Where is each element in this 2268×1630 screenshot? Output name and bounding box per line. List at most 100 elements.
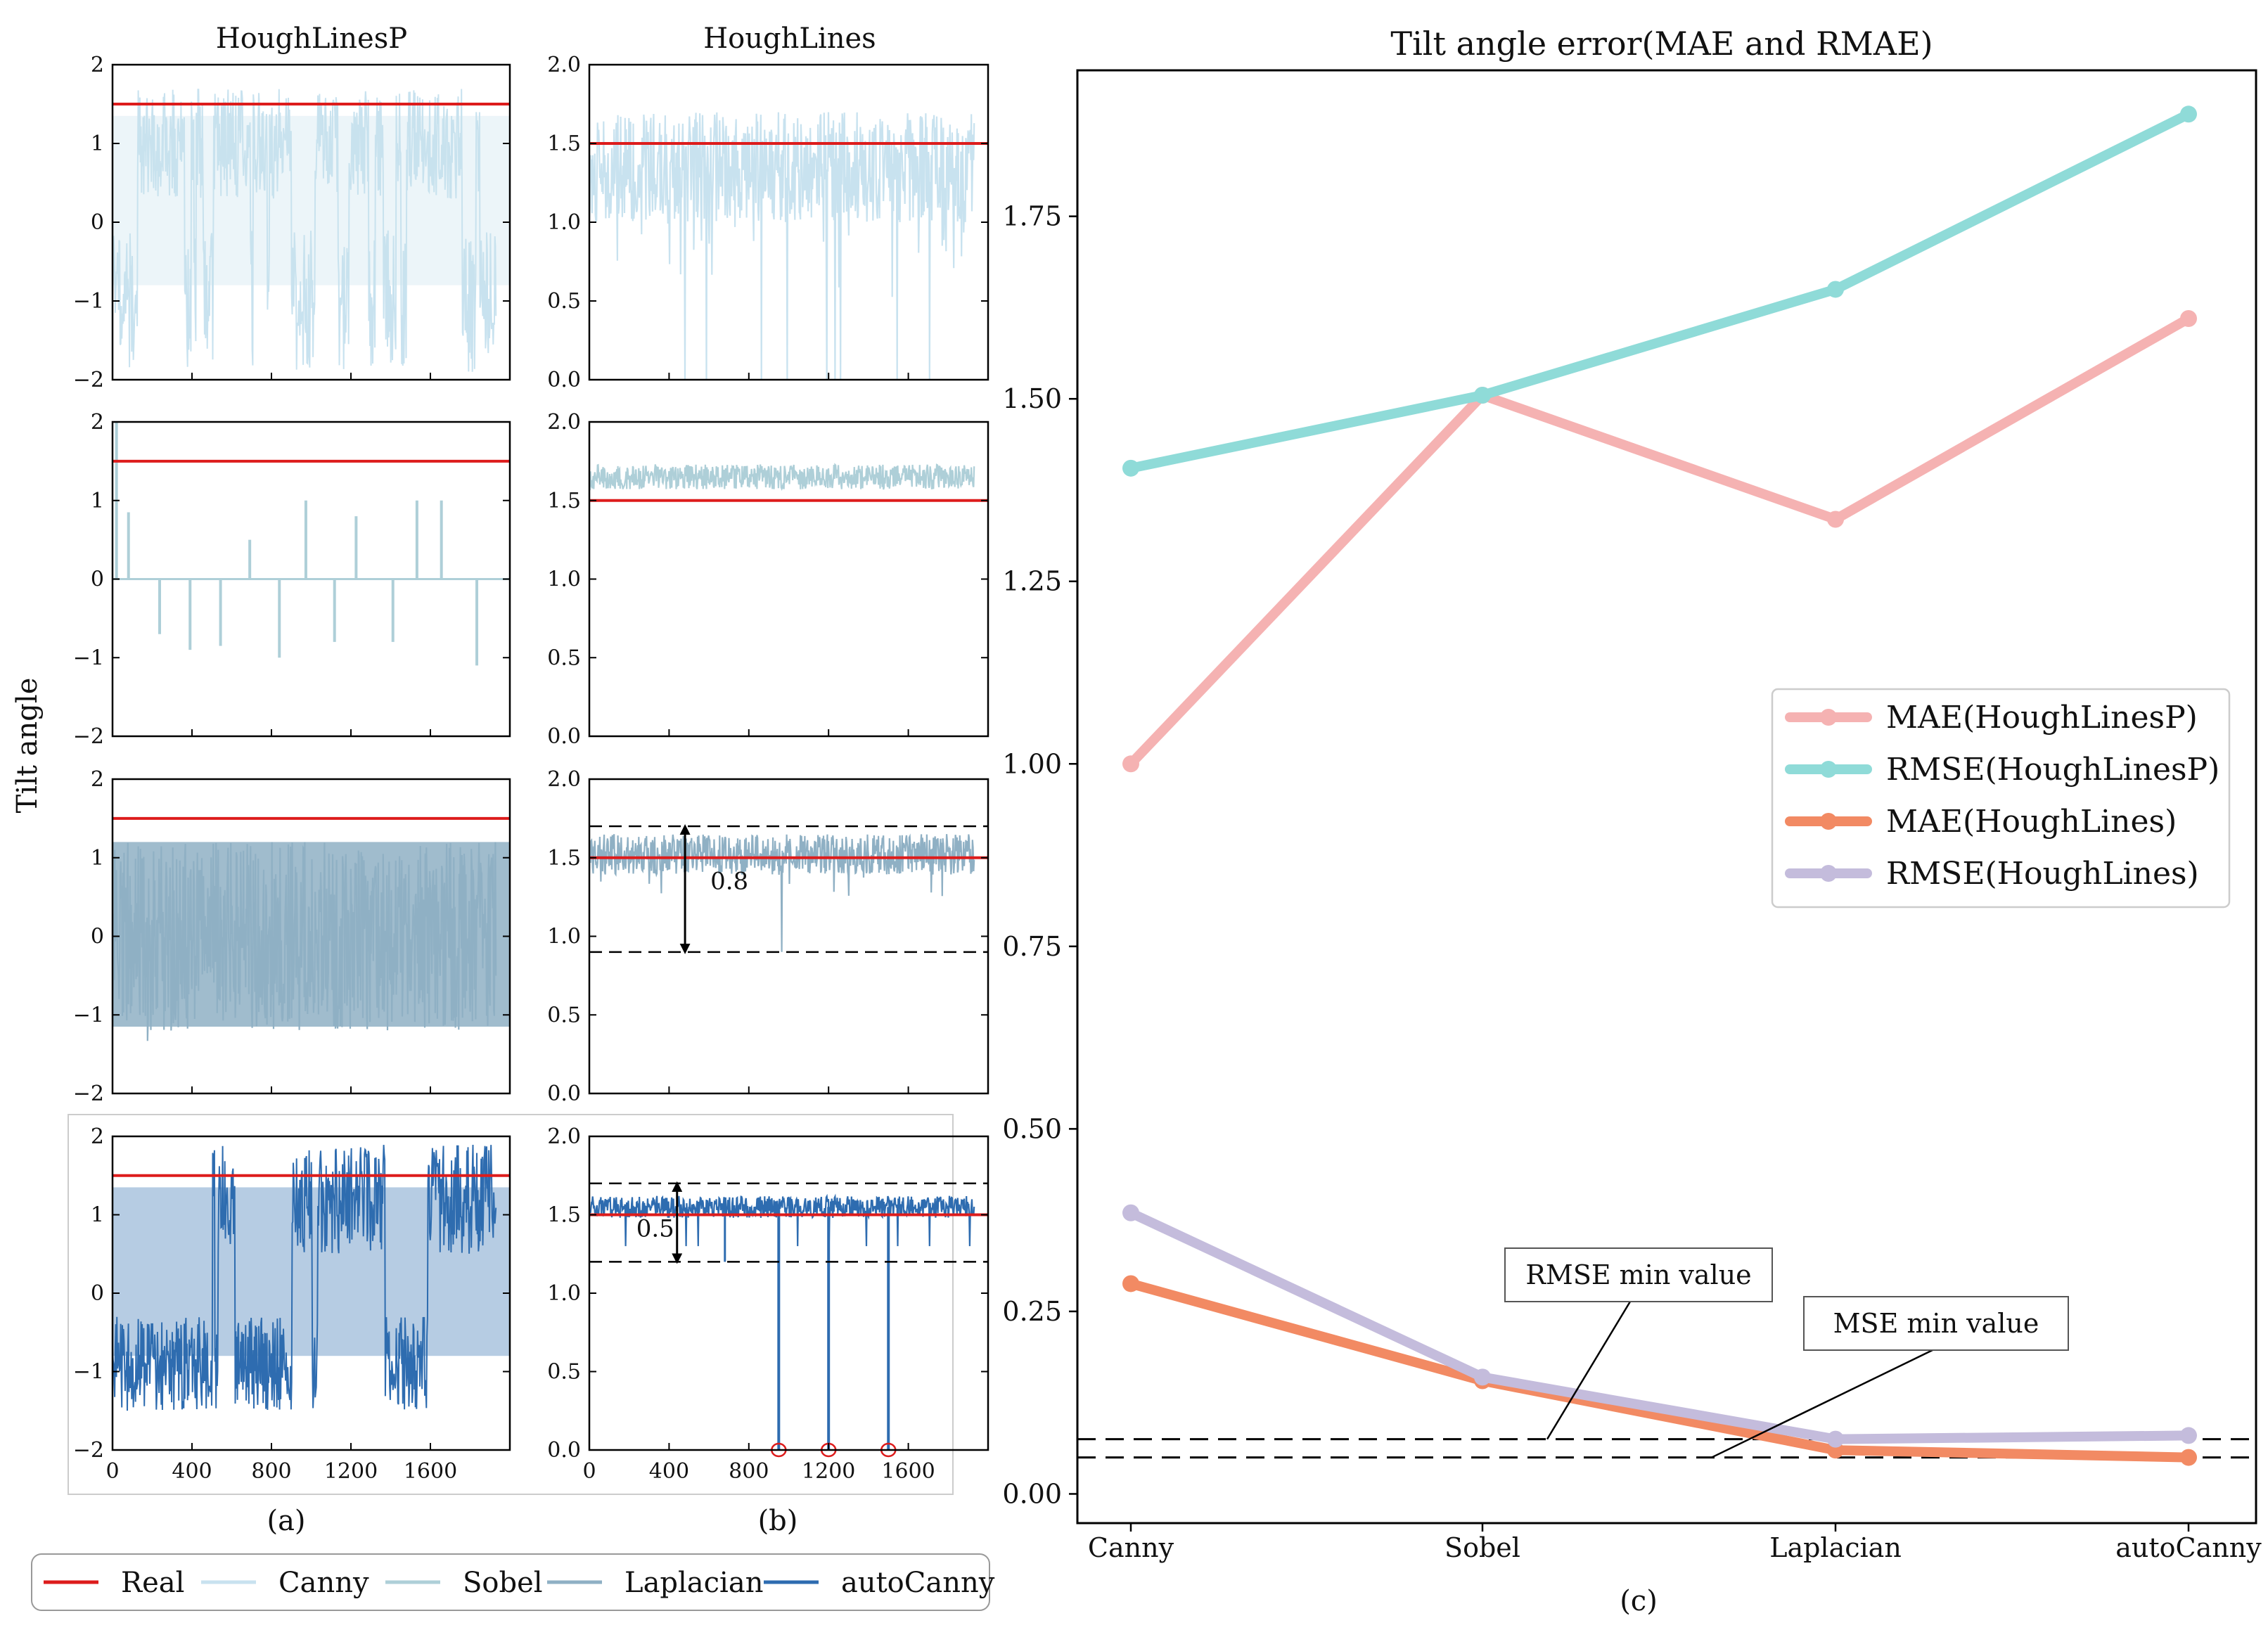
series-point bbox=[1122, 459, 1139, 477]
legend-marker bbox=[1820, 813, 1837, 830]
y-tick-label: 1 bbox=[91, 846, 104, 871]
x-tick-label: 800 bbox=[251, 1459, 291, 1484]
y-tick-label: 1.00 bbox=[1002, 748, 1062, 779]
legend-item-series-2: MAE(HoughLines) bbox=[1785, 804, 2177, 840]
legend-label: autoCanny bbox=[841, 1567, 995, 1599]
y-tick-label: −2 bbox=[73, 368, 104, 392]
panel-b-row-2: 2.0 1.5 1.0 0.5 0.0 bbox=[547, 410, 989, 749]
annotation-box bbox=[1803, 1296, 2069, 1351]
series-point bbox=[1474, 1368, 1491, 1386]
x-tick-label: 1200 bbox=[802, 1459, 855, 1484]
y-tick-label: 1 bbox=[91, 1203, 104, 1228]
y-tick-label: 1.25 bbox=[1002, 566, 1062, 597]
annotation-box bbox=[1504, 1247, 1773, 1302]
y-tick-label: −2 bbox=[73, 724, 104, 749]
y-tick-label: 0.0 bbox=[547, 1438, 581, 1463]
panel-frame bbox=[588, 63, 989, 381]
panel-b-row-4: 0.5 2.0 1.5 1.0 0.5 0.00 400 800 1200 1600 bbox=[547, 1124, 989, 1484]
series-point bbox=[1827, 281, 1844, 298]
legend-label: Sobel bbox=[463, 1567, 543, 1599]
series-point bbox=[1827, 1430, 1844, 1448]
y-tick-label: 0 bbox=[91, 210, 104, 235]
autocanny-density-band bbox=[113, 1187, 510, 1356]
laplacian-density-band bbox=[113, 842, 510, 1027]
series-point bbox=[1827, 511, 1844, 528]
y-tick-label: 0.5 bbox=[547, 1003, 581, 1027]
y-tick-label: 1.50 bbox=[1002, 383, 1062, 414]
y-tick-label: 1 bbox=[91, 131, 104, 156]
y-tick-label: 2.0 bbox=[547, 53, 581, 77]
series-point bbox=[2180, 1449, 2197, 1466]
panel-c: Tilt angle error(MAE and RMAE) 0.00 0.25 0… bbox=[1002, 25, 2262, 1617]
panel-b-row-3: 0.8 2.0 1.5 1.0 0.5 0.0 bbox=[547, 767, 989, 1106]
y-tick-label: 0.00 bbox=[1002, 1478, 1062, 1509]
legend-item-canny: Canny bbox=[201, 1567, 369, 1599]
y-tick-label: −2 bbox=[73, 1438, 104, 1463]
x-tick-label: Canny bbox=[1088, 1532, 1174, 1563]
y-tick-label: 2.0 bbox=[547, 1124, 581, 1149]
legend-label: RMSE(HoughLinesP) bbox=[1886, 752, 2219, 788]
panel-a-row-4: 210−1−20 400 800 1200 1600 bbox=[73, 1124, 511, 1484]
x-tick-label: 0 bbox=[582, 1459, 596, 1484]
annotation-mse-min: MSE min value bbox=[1711, 1296, 2069, 1458]
y-tick-label: 1.5 bbox=[547, 131, 581, 156]
caption-b: (b) bbox=[758, 1505, 798, 1537]
series-line-2 bbox=[1126, 1278, 2193, 1463]
x-tick-label: 1600 bbox=[404, 1459, 457, 1484]
legend-item-sobel: Sobel bbox=[385, 1567, 543, 1599]
series-point bbox=[2180, 105, 2197, 123]
y-tick-label: −1 bbox=[73, 646, 104, 670]
panel-a-row-3: 2 1 0 −1 −2 bbox=[73, 767, 511, 1106]
x-tick-label: 400 bbox=[172, 1459, 212, 1484]
y-tick-label: 0.5 bbox=[547, 646, 581, 670]
laplacian-series-line bbox=[589, 833, 975, 952]
y-tick-label: 1.0 bbox=[547, 210, 581, 235]
series-point bbox=[2180, 309, 2197, 327]
caption-a: (a) bbox=[267, 1505, 305, 1537]
panel-c-frame bbox=[1076, 69, 2257, 1525]
panel-a-row-1: 2 1 0 −1 −2 bbox=[73, 53, 511, 392]
x-tick-label: 1600 bbox=[881, 1459, 935, 1484]
y-tick-label: 0.25 bbox=[1002, 1296, 1062, 1327]
y-tick-label: −1 bbox=[73, 289, 104, 314]
band-label: 0.5 bbox=[636, 1215, 674, 1243]
x-tick-label: autoCanny bbox=[2115, 1532, 2262, 1563]
legend-item-autocanny: autoCanny bbox=[764, 1567, 995, 1599]
panel-c-legend: MAE(HoughLinesP) RMSE(HoughLinesP) MAE(Hou… bbox=[1771, 688, 2231, 909]
y-tick-label: 2 bbox=[91, 53, 104, 77]
panel-b-row-1: 2.0 1.5 1.0 0.5 0.0 bbox=[547, 53, 989, 392]
legend-label: MAE(HoughLines) bbox=[1886, 804, 2177, 840]
annotation-rmse-min: RMSE min value bbox=[1504, 1247, 1773, 1440]
series-point bbox=[1122, 1275, 1139, 1292]
legend-marker bbox=[1820, 761, 1837, 778]
series-point bbox=[2180, 1427, 2197, 1444]
legend-label: Laplacian bbox=[624, 1567, 763, 1599]
y-tick-label: 1.5 bbox=[547, 1203, 581, 1228]
y-tick-label: 1.0 bbox=[547, 1281, 581, 1306]
y-tick-label: 0 bbox=[91, 1281, 104, 1306]
y-axis-label: Tilt angle bbox=[11, 678, 44, 814]
y-tick-label: 0.0 bbox=[547, 368, 581, 392]
series-line-1 bbox=[1126, 109, 2193, 473]
y-tick-label: 0 bbox=[91, 925, 104, 949]
x-tick-label: 1200 bbox=[324, 1459, 378, 1484]
legend-item-series-3: RMSE(HoughLines) bbox=[1785, 856, 2199, 892]
annotation-text: RMSE min value bbox=[1525, 1259, 1751, 1290]
series-point bbox=[1474, 386, 1491, 404]
y-tick-label: 1.5 bbox=[547, 846, 581, 871]
series-line-0 bbox=[1126, 314, 2193, 769]
y-tick-label: 0.0 bbox=[547, 1082, 581, 1106]
legend-item-real: Real bbox=[44, 1567, 184, 1599]
legend-label: MAE(HoughLinesP) bbox=[1886, 700, 2198, 736]
legend-label: Real bbox=[121, 1567, 184, 1599]
y-tick-label: 2.0 bbox=[547, 767, 581, 792]
y-tick-label: 0.5 bbox=[547, 289, 581, 314]
legend-marker bbox=[1820, 865, 1837, 882]
y-tick-label: 1.0 bbox=[547, 925, 581, 949]
y-tick-label: 1.5 bbox=[547, 489, 581, 513]
y-tick-label: 0.50 bbox=[1002, 1113, 1062, 1144]
x-tick-label: 400 bbox=[649, 1459, 689, 1484]
panel-b-title: HoughLines bbox=[703, 23, 876, 55]
autocanny-series-line bbox=[589, 1193, 975, 1247]
